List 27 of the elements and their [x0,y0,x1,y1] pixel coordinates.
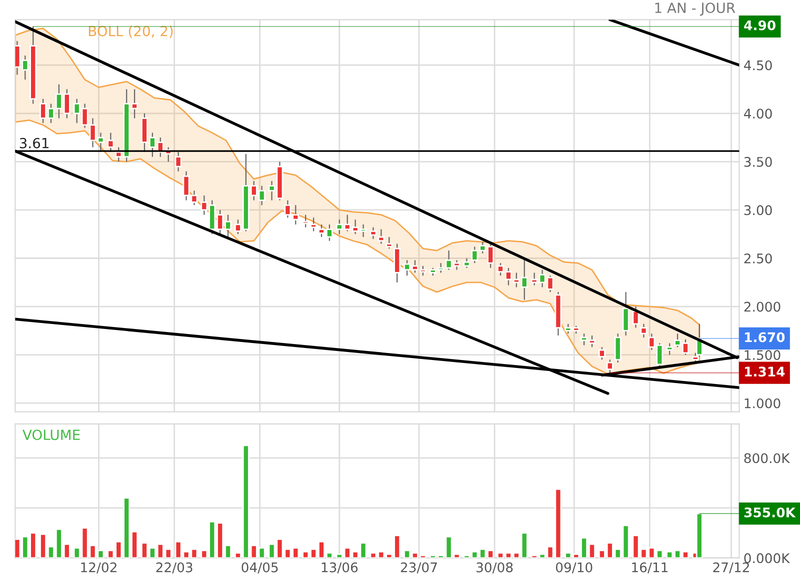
y-tick-label: 2.50 [744,253,772,264]
y-tick-label: 2.000 [744,302,780,312]
ref-line-label: 3.61 [20,138,48,148]
y-tick-label: 1.000 [744,398,780,408]
x-tick-label: 27/12 [713,562,749,574]
legend-label: BOLL (20, 2) [88,26,173,38]
annotation: 1.670 [745,332,785,342]
x-tick-label: 30/08 [476,562,513,574]
x-tick-label: 16/11 [632,562,668,574]
y-tick-label: 3.50 [744,156,772,167]
annotation: 1.314 [745,366,785,377]
y-tick-label: 4.50 [744,60,772,70]
y-tick-label: 0.000K [744,553,790,564]
annotation: 4.90 [744,20,776,30]
y-tick-label: 3.00 [744,205,772,216]
annotation: VOLUME [22,430,80,440]
annotation: 355.0K [744,507,796,518]
x-tick-label: 09/10 [556,562,592,574]
y-tick-label: 1.500 [744,350,780,360]
y-tick-label: 4.00 [744,108,772,119]
y-tick-label: 800.0K [744,453,790,464]
x-tick-label: 04/05 [242,562,278,574]
text: 1 AN - JOUR [655,2,736,16]
x-tick-label: 12/02 [81,562,116,574]
x-tick-label: 22/03 [156,562,192,574]
x-tick-label: 13/06 [322,562,358,574]
x-tick-label: 23/07 [400,562,437,574]
